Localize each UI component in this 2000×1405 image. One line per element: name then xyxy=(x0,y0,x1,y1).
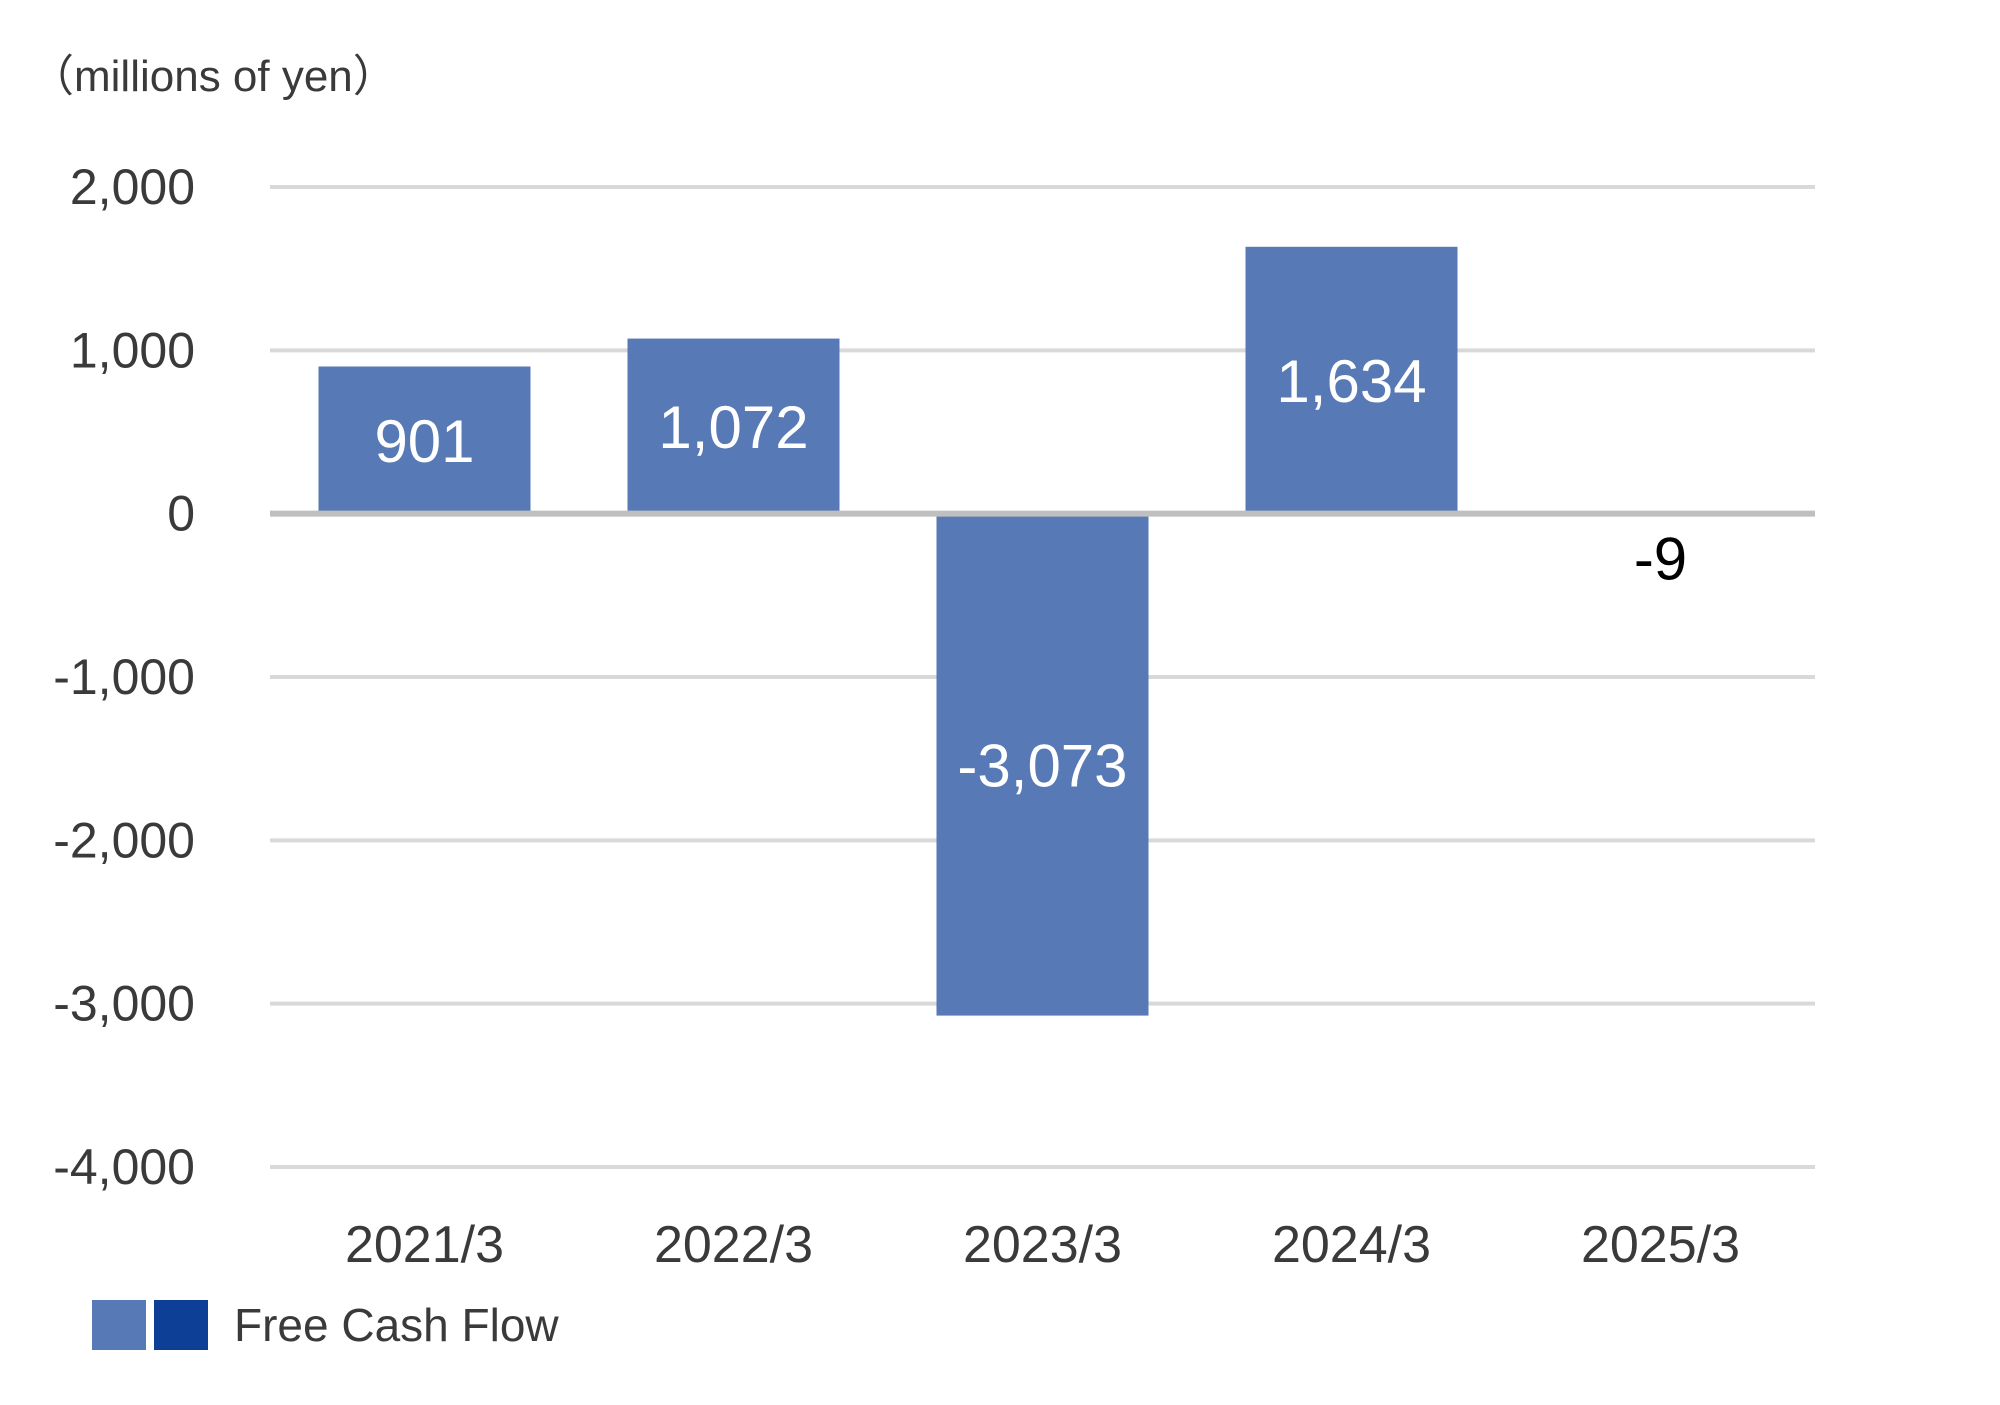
y-tick-label: 2,000 xyxy=(70,159,195,215)
y-tick-label: -4,000 xyxy=(53,1139,195,1195)
bar xyxy=(1245,246,1458,514)
y-axis-ticks: 2,000 1,000 0 -1,000 -2,000 -3,000 -4,000 xyxy=(53,159,195,1195)
data-label: 1,634 xyxy=(1276,348,1426,415)
legend-swatch-light xyxy=(92,1300,146,1350)
x-tick-label: 2021/3 xyxy=(345,1216,504,1274)
y-tick-label: 0 xyxy=(167,486,195,542)
x-axis-ticks: 2021/3 2022/3 2023/3 2024/3 2025/3 xyxy=(345,1216,1740,1274)
data-label: 901 xyxy=(374,408,474,475)
bar xyxy=(318,366,531,514)
y-tick-label: -2,000 xyxy=(53,812,195,868)
x-tick-label: 2025/3 xyxy=(1581,1216,1740,1274)
y-tick-label: -1,000 xyxy=(53,649,195,705)
data-label: 1,072 xyxy=(658,394,808,461)
y-tick-label: 1,000 xyxy=(70,322,195,378)
x-tick-label: 2023/3 xyxy=(963,1216,1122,1274)
bar xyxy=(627,338,840,514)
bars xyxy=(318,246,1767,1016)
legend-label: Free Cash Flow xyxy=(234,1299,559,1351)
data-labels: 901 1,072 -3,073 1,634 -9 xyxy=(374,348,1687,799)
legend-swatch-dark xyxy=(154,1300,208,1350)
y-axis-unit-label: （millions of yen） xyxy=(30,52,397,101)
bar xyxy=(936,513,1149,1016)
x-tick-label: 2024/3 xyxy=(1272,1216,1431,1274)
legend: Free Cash Flow xyxy=(92,1298,559,1352)
data-label: -9 xyxy=(1634,526,1687,593)
y-tick-label: -3,000 xyxy=(53,976,195,1032)
x-tick-label: 2022/3 xyxy=(654,1216,813,1274)
data-label: -3,073 xyxy=(957,733,1127,800)
